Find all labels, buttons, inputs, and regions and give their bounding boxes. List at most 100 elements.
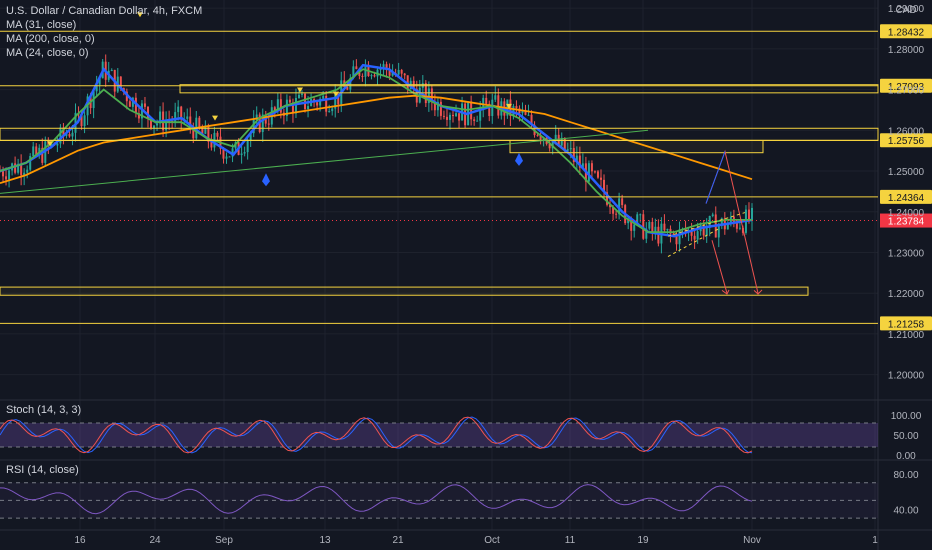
candle-body bbox=[603, 179, 606, 193]
candle-body bbox=[352, 66, 355, 78]
candle-body bbox=[137, 113, 140, 119]
stoch-pane-title[interactable]: Stoch (14, 3, 3) bbox=[6, 404, 82, 416]
candle-body bbox=[458, 113, 461, 121]
symbol-title[interactable]: U.S. Dollar / Canadian Dollar, 4h, FXCM bbox=[6, 5, 203, 17]
candle-body bbox=[156, 123, 159, 126]
indicator-ma200[interactable]: MA (200, close, 0) bbox=[6, 33, 95, 45]
candle-body bbox=[645, 228, 648, 239]
time-tick-label: 11 bbox=[565, 535, 576, 546]
candle-body bbox=[319, 98, 322, 106]
candle-body bbox=[192, 126, 195, 139]
candle-body bbox=[439, 101, 442, 116]
candle-body bbox=[491, 99, 494, 116]
candle-body bbox=[273, 107, 276, 111]
candle-body bbox=[201, 127, 204, 134]
price-tick-label: 1.28000 bbox=[888, 45, 925, 56]
candle-body bbox=[255, 114, 258, 120]
candle-body bbox=[476, 120, 479, 122]
zone-box bbox=[179, 84, 879, 94]
time-tick-label: Nov bbox=[743, 535, 761, 546]
marker-down-icon bbox=[47, 141, 53, 147]
candle-body bbox=[328, 111, 331, 113]
candle-body bbox=[606, 192, 609, 205]
candle-body bbox=[153, 125, 156, 129]
indicator-ma24[interactable]: MA (24, close, 0) bbox=[6, 47, 89, 59]
price-tick-label: 1.29000 bbox=[888, 4, 925, 15]
level-badge-bg bbox=[880, 78, 932, 93]
candle-body bbox=[198, 117, 201, 128]
candle-body bbox=[267, 123, 270, 125]
candle-body bbox=[26, 169, 29, 173]
stoch-tick-label: 100.00 bbox=[891, 411, 922, 422]
candle-body bbox=[720, 218, 723, 226]
candle-body bbox=[47, 141, 50, 147]
candle-body bbox=[222, 148, 225, 159]
level-badge-bg bbox=[880, 133, 932, 148]
level-badge-label: 1.24364 bbox=[888, 193, 925, 204]
candle-body bbox=[615, 213, 618, 215]
candle-body bbox=[288, 99, 291, 103]
candle-body bbox=[751, 207, 753, 221]
candle-body bbox=[663, 223, 666, 231]
candle-body bbox=[240, 153, 243, 155]
candle-body bbox=[331, 108, 334, 112]
indicator-ma31[interactable]: MA (31, close) bbox=[6, 19, 77, 31]
stoch-d-line bbox=[0, 416, 753, 454]
candle-body bbox=[636, 214, 639, 225]
candle-body bbox=[575, 155, 578, 162]
candle-body bbox=[294, 97, 297, 114]
time-tick-label: Oct bbox=[484, 535, 500, 546]
zone-box bbox=[0, 286, 809, 296]
candle-body bbox=[252, 119, 255, 134]
candle-body bbox=[189, 116, 192, 127]
price-tick-label: 1.23000 bbox=[888, 248, 925, 259]
candle-body bbox=[346, 86, 349, 90]
candle-body bbox=[62, 127, 65, 136]
candle-body bbox=[373, 75, 376, 77]
candle-body bbox=[696, 231, 699, 240]
candle-body bbox=[735, 221, 738, 229]
candle-body bbox=[65, 134, 68, 136]
candle-body bbox=[204, 125, 207, 134]
candle-body bbox=[690, 230, 693, 236]
marker-down-icon bbox=[297, 87, 303, 93]
candle-body bbox=[403, 73, 406, 76]
candle-body bbox=[370, 75, 373, 77]
candle-body bbox=[186, 116, 189, 119]
candle-body bbox=[8, 170, 11, 180]
candle-body bbox=[98, 78, 101, 85]
marker-up-icon bbox=[515, 152, 523, 166]
candle-body bbox=[128, 101, 131, 107]
candle-body bbox=[515, 106, 518, 109]
time-tick-label: 24 bbox=[149, 535, 161, 546]
rsi-line bbox=[0, 484, 753, 515]
candle-body bbox=[678, 229, 681, 245]
current-price-badge: 1.23784 bbox=[880, 213, 932, 228]
candle-body bbox=[430, 88, 433, 103]
candle-body bbox=[17, 163, 20, 173]
candle-body bbox=[388, 69, 391, 76]
candle-body bbox=[71, 132, 74, 137]
candle-body bbox=[406, 75, 409, 90]
candle-body bbox=[581, 163, 584, 168]
candle-body bbox=[301, 93, 304, 95]
level-badge: 1.21258 bbox=[880, 316, 932, 331]
stoch-tick-label: 0.00 bbox=[896, 451, 916, 462]
time-tick-label: 21 bbox=[392, 535, 404, 546]
time-tick-label: 16 bbox=[74, 535, 86, 546]
candle-body bbox=[210, 141, 213, 148]
candle-body bbox=[524, 110, 527, 115]
candle-body bbox=[587, 163, 590, 182]
candle-body bbox=[618, 198, 621, 215]
level-badge-bg bbox=[880, 24, 932, 39]
rsi-pane-title[interactable]: RSI (14, close) bbox=[6, 464, 79, 476]
candle-body bbox=[146, 106, 149, 119]
candle-body bbox=[32, 146, 35, 157]
price-tick-label: 1.22000 bbox=[888, 289, 925, 300]
candle-body bbox=[675, 234, 678, 245]
candle-body bbox=[530, 114, 533, 125]
candle-body bbox=[68, 134, 71, 137]
marker-down-icon bbox=[506, 103, 512, 109]
